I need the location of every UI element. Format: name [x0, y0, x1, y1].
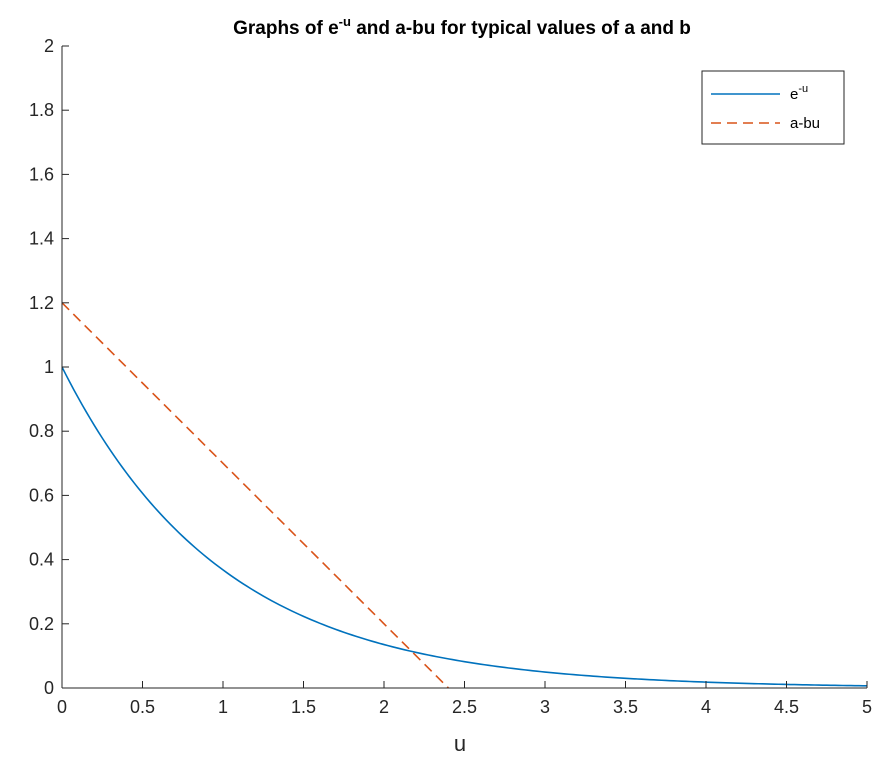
- legend-label-linear: a-bu: [790, 115, 820, 132]
- legend-label-exp: e-u: [790, 83, 808, 103]
- x-tick-label: 4: [701, 697, 711, 717]
- x-tick-label: 1.5: [291, 697, 316, 717]
- y-tick-label: 1.6: [29, 164, 54, 184]
- y-tick-label: 1.8: [29, 100, 54, 120]
- y-tick-label: 2: [44, 36, 54, 56]
- x-tick-label: 2: [379, 697, 389, 717]
- x-tick-label: 5: [862, 697, 872, 717]
- y-tick-label: 0.4: [29, 550, 54, 570]
- y-tick-label: 0: [44, 678, 54, 698]
- chart-title: Graphs of e-u and a-bu for typical value…: [233, 14, 691, 39]
- chart-title-superscript: -u: [339, 14, 351, 29]
- x-tick-label: 1: [218, 697, 228, 717]
- plot-area: [62, 302, 867, 688]
- x-axis-label: u: [454, 731, 466, 756]
- x-tick-label: 4.5: [774, 697, 799, 717]
- series-line-exp: [62, 366, 867, 687]
- series-line-linear: [62, 302, 449, 688]
- tick-marks: [61, 45, 868, 689]
- y-tick-label: 0.8: [29, 421, 54, 441]
- y-tick-label: 1: [44, 357, 54, 377]
- x-tick-label: 3: [540, 697, 550, 717]
- x-tick-label: 0: [57, 697, 67, 717]
- x-tick-label: 0.5: [130, 697, 155, 717]
- tick-labels: 0 0.5 1 1.5 2 2.5 3 3.5 4 4.5 5 0 0.2 0.4 0.6 0.8 1 1.2 1.…: [29, 36, 872, 717]
- y-tick-label: 0.6: [29, 485, 54, 505]
- x-tick-label: 3.5: [613, 697, 638, 717]
- legend-label-exp-base: e: [790, 86, 798, 103]
- legend-label-exp-superscript: -u: [798, 83, 808, 95]
- legend: e-u a-bu: [701, 70, 845, 145]
- y-tick-label: 1.4: [29, 229, 54, 249]
- y-tick-label: 0.2: [29, 614, 54, 634]
- y-tick-label: 1.2: [29, 293, 54, 313]
- x-tick-label: 2.5: [452, 697, 477, 717]
- chart-title-suffix: and a-bu for typical values of a and b: [351, 18, 691, 39]
- chart-title-prefix: Graphs of e: [233, 18, 339, 39]
- legend-box: [701, 70, 845, 145]
